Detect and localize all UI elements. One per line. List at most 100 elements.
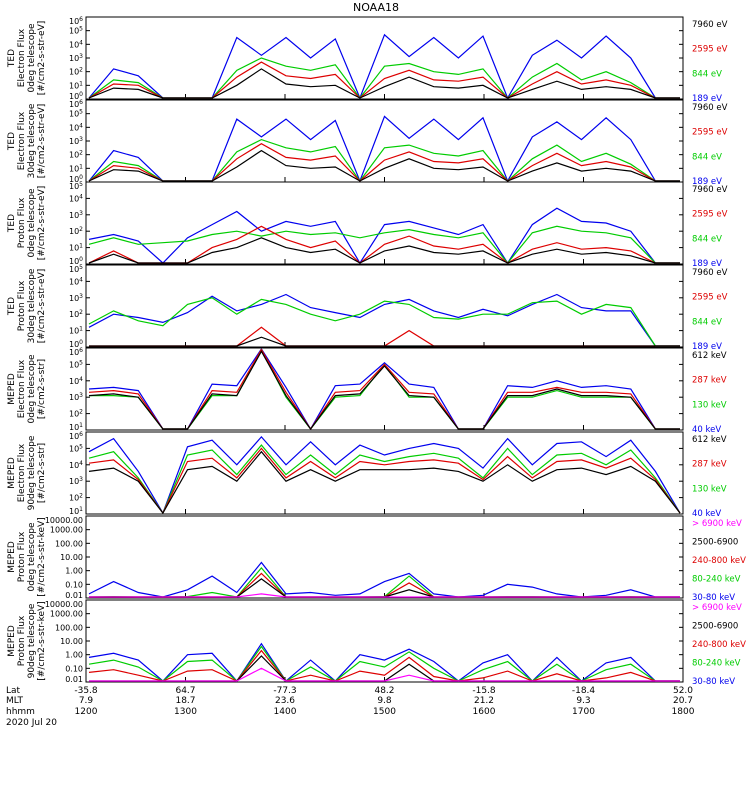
y-axis-label: TEDElectron Flux30deg telescope[#/cm2-s-… — [7, 103, 47, 178]
legend-entry: 844 eV — [692, 152, 722, 162]
series-line-red — [88, 447, 681, 515]
y-tick-label: 102 — [69, 67, 83, 77]
series-line-black — [88, 237, 680, 264]
series-line-black — [88, 450, 681, 515]
legend-entry: 30-80 keV — [692, 677, 735, 687]
legend-entry: 844 eV — [692, 317, 722, 327]
x-row-value: -35.8 — [74, 686, 98, 696]
legend-entry: 7960 eV — [692, 268, 728, 278]
series-line-blue — [88, 561, 680, 598]
y-axis-label: TEDProton Flux0deg telescope[#/cm2-s-str… — [7, 186, 47, 261]
legend-entry: 2595 eV — [692, 45, 728, 55]
legend-entry: 2595 eV — [692, 128, 728, 138]
y-tick-label: 101 — [69, 506, 83, 516]
y-tick-label: 106 — [69, 431, 83, 441]
legend-entry: 130 keV — [692, 484, 727, 494]
series-line-red — [88, 348, 680, 431]
series-line-red — [88, 143, 680, 182]
series-line-black — [88, 68, 680, 99]
x-row-value: 1500 — [373, 707, 396, 717]
y-axis-label: MEPEDProton Flux0deg telescope[#/cm2-s-s… — [7, 517, 47, 596]
series-line-blue — [88, 207, 680, 265]
y-tick-label: 104 — [69, 376, 83, 386]
x-row-label: hhmm — [6, 707, 35, 717]
x-row-value: 9.8 — [377, 696, 392, 706]
x-row-value: 1600 — [473, 707, 496, 717]
x-row-value: 1300 — [174, 707, 197, 717]
x-row-value: -18.4 — [572, 686, 596, 696]
y-tick-label: 105 — [69, 359, 83, 369]
y-tick-label: 10000.00 — [45, 516, 83, 525]
y-tick-label: 1000.00 — [50, 610, 83, 619]
x-row-value: 1200 — [75, 707, 98, 717]
y-tick-label: 103 — [69, 136, 83, 146]
y-tick-label: 105 — [69, 109, 83, 119]
y-tick-label: 100.00 — [55, 623, 83, 632]
x-row-value: -77.3 — [273, 686, 296, 696]
x-row-value: 20.7 — [673, 696, 693, 706]
legend-entry: 30-80 keV — [692, 593, 735, 603]
legend-entry: 80-240 keV — [692, 575, 741, 585]
panel-frame — [85, 599, 684, 683]
legend-entry: 2500-6900 — [692, 622, 738, 632]
y-tick-label: 104 — [69, 460, 83, 470]
legend-entry: 287 keV — [692, 376, 727, 386]
y-tick-label: 104 — [69, 193, 83, 203]
series-line-red — [88, 61, 680, 99]
series-line-black — [88, 350, 680, 431]
series-line-green — [88, 444, 681, 515]
y-tick-label: 101 — [69, 80, 83, 90]
x-row-value: 1400 — [274, 707, 297, 717]
legend-entry: 240-800 keV — [692, 556, 746, 566]
series-line-magenta — [89, 667, 680, 682]
y-tick-label: 0.10 — [65, 580, 83, 589]
y-tick-label: 106 — [69, 347, 83, 357]
series-line-black — [88, 149, 680, 182]
legend-entry: > 6900 keV — [692, 519, 742, 529]
y-tick-label: 101 — [69, 163, 83, 173]
y-tick-label: 105 — [69, 264, 83, 274]
y-tick-label: 105 — [69, 181, 83, 191]
x-row-value: 1700 — [572, 707, 595, 717]
y-tick-label: 105 — [69, 26, 83, 36]
y-tick-label: 100 — [69, 339, 83, 349]
y-tick-label: 100.00 — [55, 539, 83, 548]
y-tick-label: 102 — [69, 150, 83, 160]
legend-entry: 612 keV — [692, 435, 727, 445]
x-row-value: 9.3 — [576, 696, 590, 706]
y-tick-label: 104 — [69, 276, 83, 286]
y-axis-label: TEDProton Flux30deg telescope[#/cm2-s-st… — [7, 268, 47, 343]
x-row-value: 18.7 — [175, 696, 195, 706]
panel-frame — [85, 264, 684, 348]
x-row-value: -15.8 — [472, 686, 496, 696]
panel-5: 106 105 104 103 102 101 MEPEDElectron Flux0deg… — [7, 347, 727, 435]
y-tick-label: 0.01 — [65, 591, 83, 600]
y-axis-label: MEPEDElectron Flux0deg telescope[#/cm2-s… — [7, 354, 47, 424]
y-tick-label: 103 — [69, 392, 83, 402]
y-tick-label: 104 — [69, 39, 83, 49]
legend-entry: 240-800 keV — [692, 640, 746, 650]
legend-entry: 189 eV — [692, 94, 722, 104]
y-tick-label: 106 — [69, 16, 83, 26]
x-row-value: 52.0 — [673, 686, 693, 696]
y-tick-label: 106 — [69, 99, 83, 109]
y-tick-label: 103 — [69, 210, 83, 220]
y-tick-label: 103 — [69, 293, 83, 303]
series-line-blue — [88, 435, 681, 515]
legend-entry: 844 eV — [692, 69, 722, 79]
y-axis-label: TEDElectron Flux0deg telescope[#/cm2-s-s… — [7, 21, 47, 96]
legend-entry: 189 eV — [692, 177, 722, 187]
legend-entry: 612 keV — [692, 351, 727, 361]
panel-3: 105 104 103 102 101 100 TEDProton Flux0deg tel… — [7, 181, 728, 269]
y-tick-label: 104 — [69, 122, 83, 132]
legend-entry: 2595 eV — [692, 210, 728, 220]
panel-4: 105 104 103 102 101 100 TEDProton Flux30deg te… — [7, 264, 728, 352]
series-line-blue — [88, 293, 680, 347]
y-tick-label: 100 — [69, 91, 83, 101]
legend-entry: 844 eV — [692, 234, 722, 244]
legend-entry: > 6900 keV — [692, 603, 742, 613]
x-row-value: 1800 — [672, 707, 695, 717]
y-tick-label: 102 — [69, 226, 83, 236]
series-line-magenta — [89, 593, 680, 598]
